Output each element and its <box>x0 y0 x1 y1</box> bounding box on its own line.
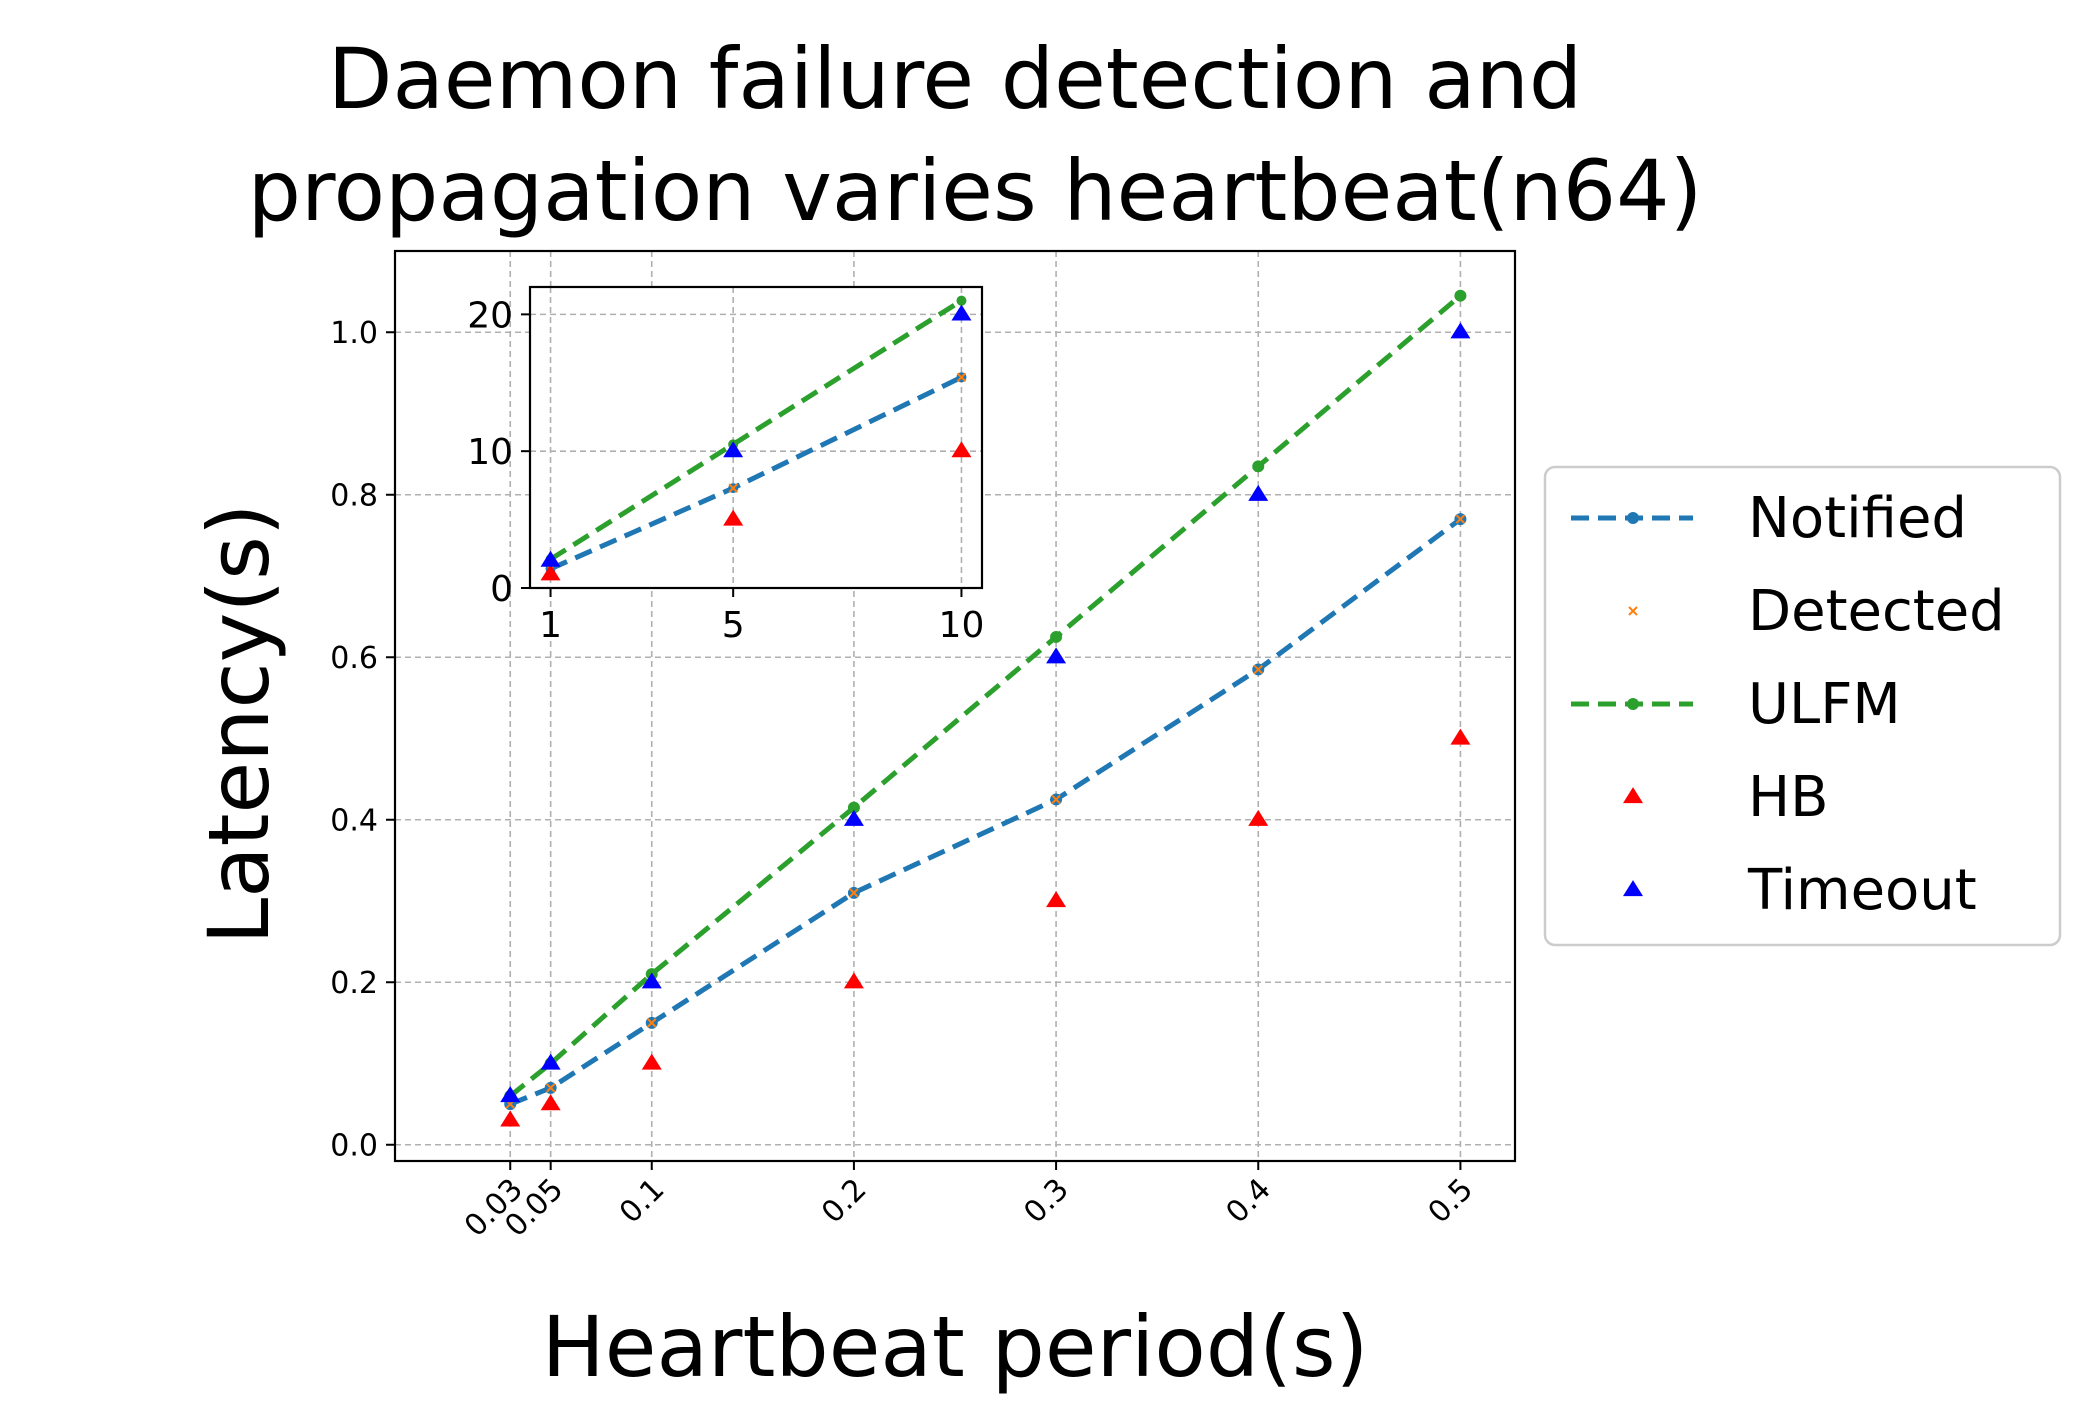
inset-background <box>530 287 982 588</box>
main-timeout-point <box>641 972 662 989</box>
inset-y-ticks: 0 10 20 <box>467 295 530 610</box>
main-hb-point <box>843 972 864 989</box>
inset-y-tick-label: 0 <box>490 569 513 610</box>
inset-detected-point <box>956 372 967 383</box>
legend-timeout-marker <box>1623 880 1643 897</box>
y-axis-label: Latency(s) <box>190 503 288 944</box>
main-y-ticks: 0.0 0.2 0.4 0.6 0.8 1.0 <box>330 316 395 1164</box>
main-y-tick-label: 0.4 <box>330 804 378 839</box>
inset-axes-frame <box>528 285 984 590</box>
legend-notified-label: Notified <box>1748 486 1967 551</box>
inset-hb-point <box>723 509 744 526</box>
main-axes-frame <box>393 249 1517 1163</box>
main-y-tick-label: 1.0 <box>330 316 378 351</box>
legend-hb-label: HB <box>1748 765 1829 830</box>
main-timeout-point <box>843 809 864 826</box>
legend-box <box>1543 465 2062 947</box>
main-hb-point <box>500 1110 521 1127</box>
main-ulfm-point <box>1454 289 1467 302</box>
main-detected-point <box>1051 794 1061 805</box>
chart-title-line-1: Daemon failure detection and <box>328 30 1582 128</box>
legend-hb-marker <box>1623 787 1643 804</box>
main-hb-point <box>1450 728 1471 745</box>
main-timeout-point <box>1450 322 1471 339</box>
main-y-tick-label: 0.8 <box>330 479 378 514</box>
inset-ulfm-line <box>549 298 963 562</box>
main-timeout-point <box>1046 647 1067 664</box>
main-hb-point <box>641 1053 662 1070</box>
main-detected-point <box>545 1083 556 1093</box>
main-ulfm-point <box>1252 460 1265 473</box>
inset-ulfm-point <box>956 295 967 306</box>
main-y-tick-label: 0.6 <box>330 641 378 676</box>
legend-ulfm-label: ULFM <box>1748 672 1901 737</box>
x-axis-label: Heartbeat period(s) <box>542 1298 1369 1396</box>
main-markers <box>500 289 1471 1127</box>
inset-markers <box>540 295 972 581</box>
inset-timeout-point <box>540 550 561 567</box>
main-timeout-point <box>540 1053 561 1070</box>
main-detected-point <box>1253 664 1263 675</box>
legend: Notified Detected ULFM HB Timeout <box>1543 465 2062 947</box>
inset-x-tick-label: 10 <box>939 605 985 646</box>
main-hb-point <box>540 1094 561 1111</box>
main-detected-point <box>849 888 859 898</box>
main-hb-point <box>1248 809 1269 826</box>
main-timeout-point <box>1248 484 1269 501</box>
main-y-tick-label: 0.2 <box>330 966 378 1001</box>
legend-detected-marker <box>1628 606 1638 616</box>
inset-x-ticks: 1 5 10 <box>539 588 984 646</box>
legend-ulfm-marker <box>1627 698 1639 710</box>
inset-x-tick-label: 1 <box>539 605 562 646</box>
main-y-tick-label: 0.0 <box>330 1129 378 1164</box>
inset-y-tick-label: 10 <box>467 432 513 473</box>
main-detected-point <box>1455 514 1466 524</box>
inset-x-tick-label: 5 <box>722 605 745 646</box>
inset-y-tick-label: 20 <box>467 295 513 336</box>
main-timeout-point <box>500 1086 521 1103</box>
inset-hb-point <box>951 441 972 458</box>
legend-detected-label: Detected <box>1748 579 2005 644</box>
legend-timeout-label: Timeout <box>1747 858 1977 923</box>
main-detected-point <box>647 1018 657 1028</box>
main-ulfm-point <box>847 801 860 814</box>
main-ulfm-point <box>1050 630 1063 643</box>
main-hb-point <box>1046 891 1067 908</box>
legend-notified-marker <box>1627 512 1639 524</box>
inset-timeout-point <box>723 441 744 458</box>
inset-detected-point <box>728 483 738 493</box>
inset-timeout-point <box>951 304 972 321</box>
chart-title-line-2: propagation varies heartbeat(n64) <box>248 142 1703 240</box>
inset-hb-point <box>540 564 561 581</box>
